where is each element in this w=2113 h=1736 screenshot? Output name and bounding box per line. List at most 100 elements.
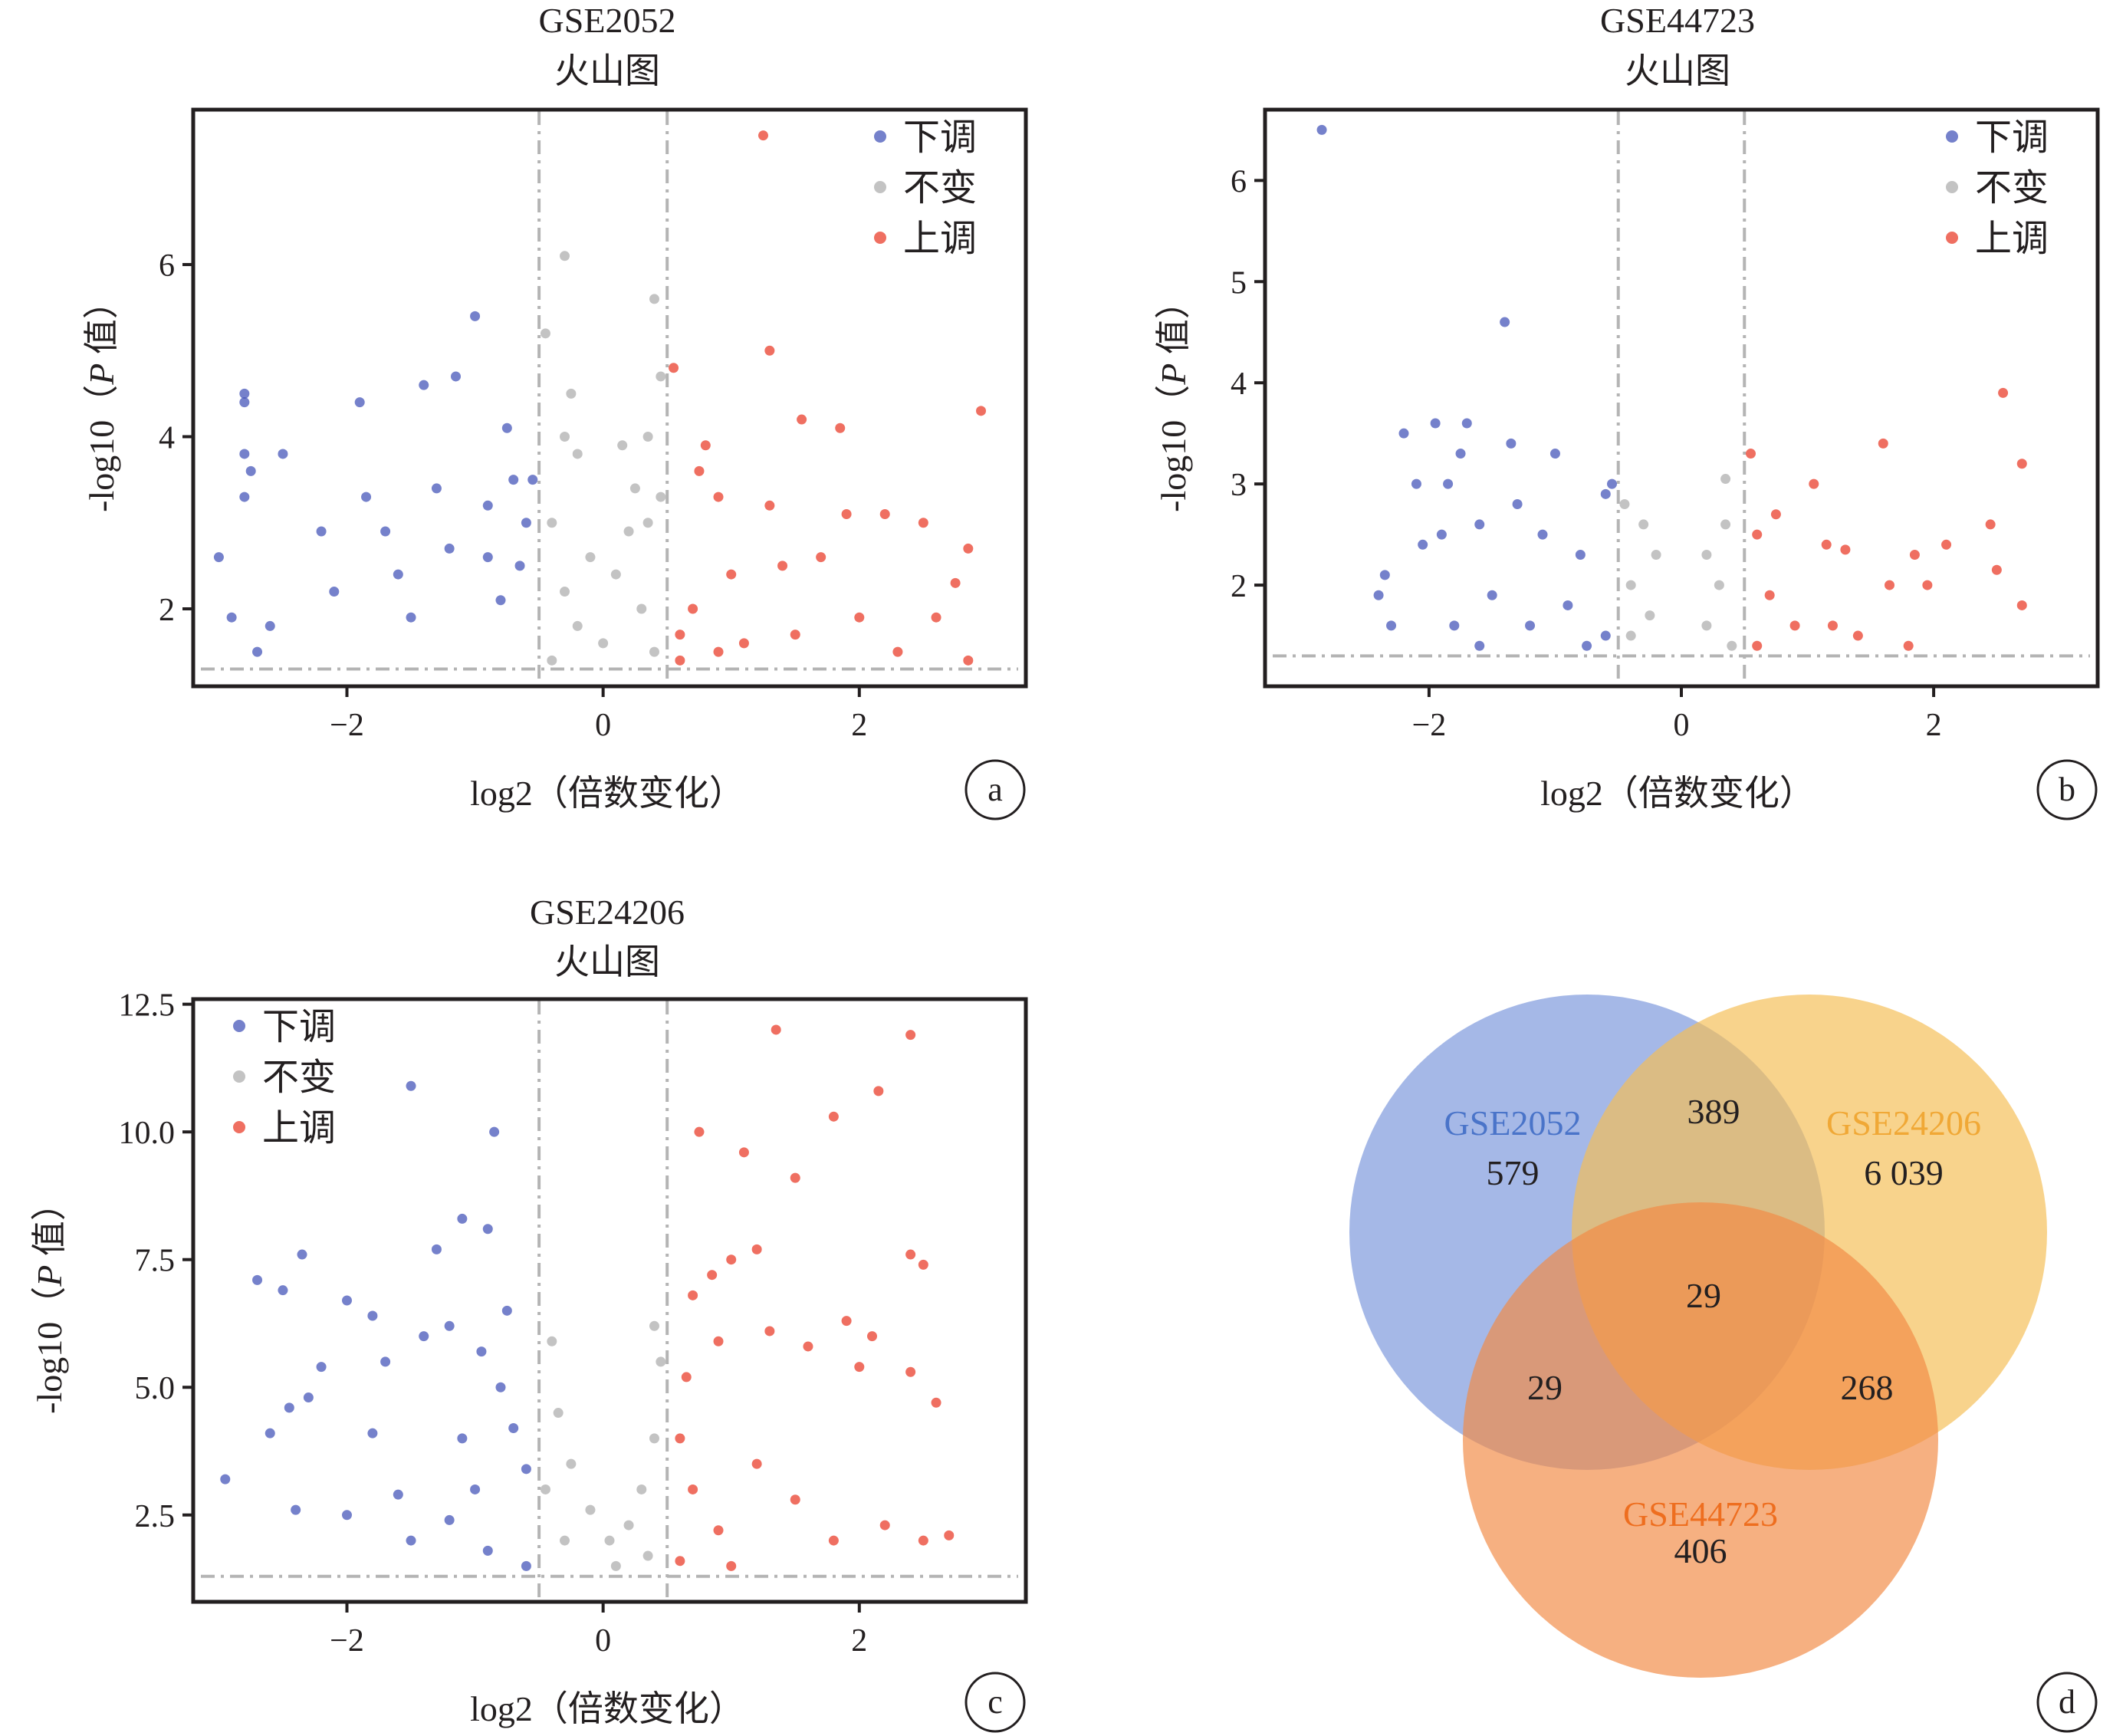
point-up [777,561,788,571]
point-down [297,1249,307,1260]
point-down [508,1423,519,1434]
y-axis-label-suffix: 值） [82,284,121,363]
venn-set-label-gse24206: GSE24206 [1826,1103,1981,1143]
legend-marker-up [874,232,886,244]
y-tick-label: 2.5 [135,1499,176,1534]
y-tick-label: 2 [159,593,175,628]
point-up [726,1254,737,1265]
point-up [790,1172,800,1183]
point-up [700,440,711,451]
point-up [713,1525,724,1536]
y-axis-label-suffix: 值） [1154,284,1193,363]
y-axis-label-suffix: 值） [30,1185,69,1265]
point-down [444,1514,455,1525]
point-none [1701,620,1712,631]
x-tick-label: 0 [595,708,611,743]
point-up [963,655,974,666]
point-up [1770,509,1781,520]
y-tick-label: 4 [159,421,175,456]
x-axis-ticks: −2 0 2 [330,1602,867,1659]
y-axis-label-prefix: -log10（ [1154,385,1193,512]
point-up [835,422,846,433]
point-down [1474,519,1485,530]
point-none [553,1408,564,1419]
point-none [623,1520,634,1531]
point-up [675,630,685,640]
point-up [879,509,890,520]
point-none [572,620,583,631]
x-tick-label: 2 [851,708,867,743]
panel-tag-c: c [964,1672,1026,1733]
point-down [252,1274,263,1285]
point-down [329,587,340,597]
point-up [669,363,679,373]
legend-marker-down [874,130,886,143]
point-none [604,1535,615,1546]
point-up [1885,580,1894,590]
point-up [905,1249,916,1260]
point-up [681,1372,692,1383]
point-up [854,612,865,623]
venn-count-gse2052-gse24206: 389 [1687,1092,1740,1131]
point-down [431,483,442,494]
point-none [1651,549,1661,560]
point-up [764,1326,775,1337]
point-up [918,1535,928,1546]
x-axis-label: log2（倍数变化） [1540,774,1815,813]
point-up [707,1270,718,1281]
point-up [694,465,705,476]
y-tick-label: 12.5 [119,988,176,1024]
point-up [828,1111,839,1122]
point-up [764,345,775,356]
point-down [316,1362,327,1373]
point-down [239,492,250,502]
point-none [1714,580,1724,590]
y-tick-label: 4 [1231,367,1247,402]
point-up [931,1397,941,1408]
point-down [1398,428,1409,439]
point-up [892,646,903,657]
point-down [226,612,237,623]
point-down [470,1484,481,1494]
legend-label-down: 下调 [262,1007,336,1047]
point-up [1840,544,1851,555]
legend-marker-none [874,181,886,193]
point-down [239,388,250,399]
point-down [1411,478,1421,489]
point-up [918,518,928,528]
point-down [521,1560,531,1571]
point-down [482,552,493,563]
venn-count-gse44723-only: 406 [1674,1531,1727,1570]
point-up [1878,438,1888,449]
point-none [572,449,583,459]
legend-label-up: 上调 [262,1108,336,1149]
point-down [1449,620,1460,631]
point-none [585,1504,596,1515]
point-none [1638,519,1649,530]
plot-frame [191,997,1028,1604]
plot-frame [1263,107,2100,689]
point-up [757,130,768,141]
point-none [642,432,653,442]
point-none [642,1550,653,1561]
point-up [854,1362,865,1373]
point-up [2016,600,2027,610]
point-up [688,1290,698,1300]
point-none [649,646,659,657]
point-down [265,1428,275,1438]
svg-text:d: d [2059,1683,2075,1721]
point-down [1600,630,1611,641]
point-none [636,1484,647,1494]
point-none [566,1458,577,1469]
point-down [245,465,256,476]
point-none [547,1336,557,1346]
point-down [1474,640,1485,651]
point-down [1436,529,1447,540]
point-up [738,638,749,649]
legend-label-down: 下调 [1975,117,2049,158]
point-up [1903,640,1914,651]
point-up [1909,549,1920,560]
point-down [367,1310,378,1321]
point-down [482,1545,493,1556]
